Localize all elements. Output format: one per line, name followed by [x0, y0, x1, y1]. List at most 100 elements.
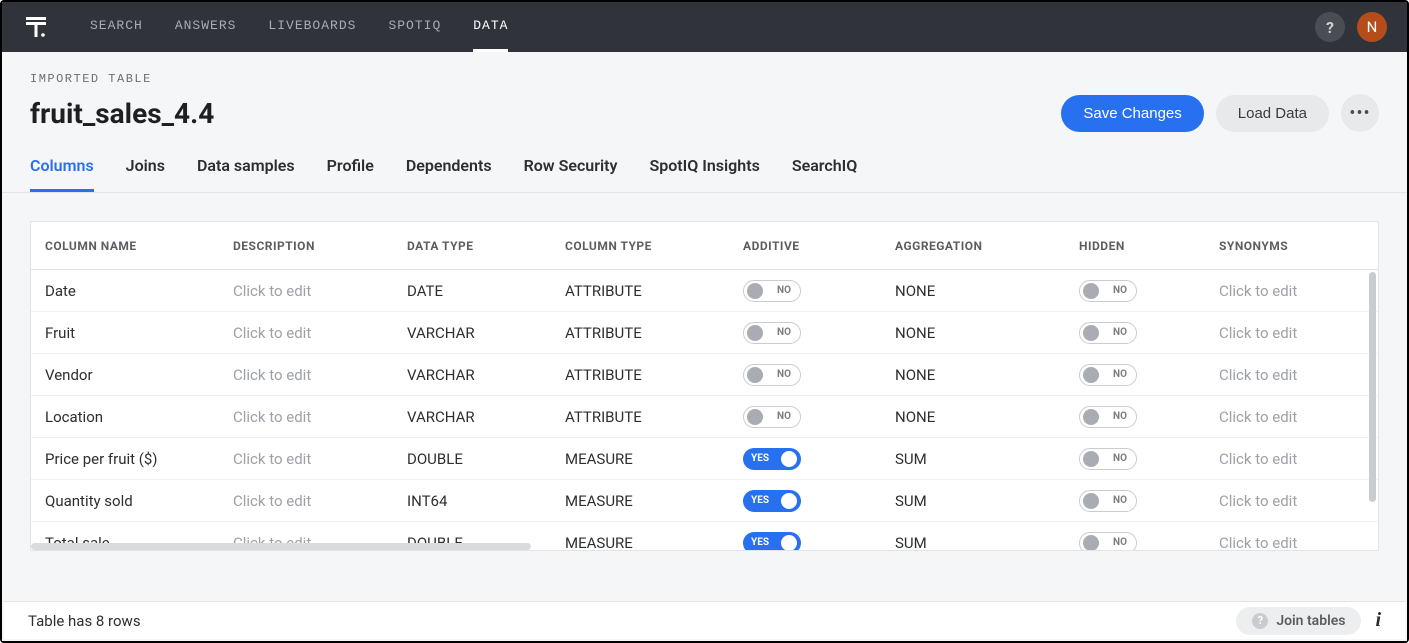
nav-item-answers[interactable]: ANSWERS [175, 2, 237, 52]
toggle-hidden[interactable]: NO [1079, 406, 1137, 428]
cell-data-type[interactable]: VARCHAR [393, 324, 551, 342]
cell-column-type[interactable]: MEASURE [551, 534, 729, 551]
toggle-knob [747, 367, 763, 383]
cell-synonyms[interactable]: Click to edit [1205, 324, 1373, 342]
toggle-additive[interactable]: YES [743, 448, 801, 470]
cell-column-name[interactable]: Vendor [31, 366, 219, 384]
tab-columns[interactable]: Columns [30, 156, 94, 192]
column-header[interactable]: COLUMN TYPE [551, 239, 729, 253]
toggle-label: NO [777, 411, 791, 422]
toggle-label: NO [1113, 411, 1127, 422]
cell-column-name[interactable]: Date [31, 282, 219, 300]
column-header[interactable]: AGGREGATION [881, 239, 1065, 253]
toggle-additive[interactable]: NO [743, 364, 801, 386]
toggle-label: NO [1113, 369, 1127, 380]
toggle-hidden[interactable]: NO [1079, 364, 1137, 386]
cell-aggregation[interactable]: NONE [881, 408, 1065, 426]
nav-item-spotiq[interactable]: SPOTIQ [388, 2, 441, 52]
tab-data-samples[interactable]: Data samples [197, 156, 295, 192]
cell-column-name[interactable]: Quantity sold [31, 492, 219, 510]
toggle-additive[interactable]: NO [743, 280, 801, 302]
toggle-label: YES [751, 495, 769, 506]
logo[interactable] [22, 13, 50, 41]
user-avatar[interactable]: N [1357, 12, 1387, 42]
cell-column-name[interactable]: Location [31, 408, 219, 426]
column-header[interactable]: ADDITIVE [729, 239, 881, 253]
info-icon[interactable]: i [1375, 609, 1381, 632]
vertical-scrollbar[interactable] [1369, 272, 1376, 502]
tab-profile[interactable]: Profile [327, 156, 374, 192]
column-header[interactable]: SYNONYMS [1205, 239, 1373, 253]
cell-aggregation[interactable]: SUM [881, 492, 1065, 510]
nav-item-search[interactable]: SEARCH [90, 2, 143, 52]
tab-dependents[interactable]: Dependents [406, 156, 492, 192]
cell-column-type[interactable]: MEASURE [551, 492, 729, 510]
cell-description[interactable]: Click to edit [219, 450, 393, 468]
cell-synonyms[interactable]: Click to edit [1205, 450, 1373, 468]
cell-aggregation[interactable]: NONE [881, 324, 1065, 342]
column-header[interactable]: DATA TYPE [393, 239, 551, 253]
cell-hidden: NO [1065, 490, 1205, 512]
cell-aggregation[interactable]: NONE [881, 282, 1065, 300]
cell-description[interactable]: Click to edit [219, 324, 393, 342]
cell-description[interactable]: Click to edit [219, 492, 393, 510]
cell-description[interactable]: Click to edit [219, 366, 393, 384]
cell-aggregation[interactable]: NONE [881, 366, 1065, 384]
load-data-button[interactable]: Load Data [1216, 95, 1329, 132]
cell-data-type[interactable]: VARCHAR [393, 366, 551, 384]
help-button[interactable]: ? [1315, 12, 1345, 42]
table-container: COLUMN NAMEDESCRIPTIONDATA TYPECOLUMN TY… [2, 193, 1407, 641]
cell-description[interactable]: Click to edit [219, 408, 393, 426]
cell-aggregation[interactable]: SUM [881, 450, 1065, 468]
toggle-hidden[interactable]: NO [1079, 322, 1137, 344]
join-tables-button[interactable]: ? Join tables [1236, 607, 1361, 635]
toggle-knob [781, 535, 797, 551]
toggle-additive[interactable]: NO [743, 406, 801, 428]
save-changes-button[interactable]: Save Changes [1061, 95, 1203, 132]
toggle-label: NO [777, 327, 791, 338]
cell-data-type[interactable]: DOUBLE [393, 450, 551, 468]
cell-column-type[interactable]: ATTRIBUTE [551, 408, 729, 426]
toggle-additive[interactable]: YES [743, 532, 801, 551]
tab-spotiq-insights[interactable]: SpotIQ Insights [649, 156, 759, 192]
breadcrumb: IMPORTED TABLE [30, 72, 1379, 86]
tab-joins[interactable]: Joins [126, 156, 165, 192]
toggle-hidden[interactable]: NO [1079, 448, 1137, 470]
toggle-knob [781, 493, 797, 509]
cell-column-type[interactable]: ATTRIBUTE [551, 366, 729, 384]
cell-synonyms[interactable]: Click to edit [1205, 534, 1373, 551]
cell-data-type[interactable]: DATE [393, 282, 551, 300]
column-header[interactable]: HIDDEN [1065, 239, 1205, 253]
cell-column-name[interactable]: Price per fruit ($) [31, 450, 219, 468]
tab-row-security[interactable]: Row Security [524, 156, 618, 192]
cell-column-name[interactable]: Fruit [31, 324, 219, 342]
toggle-hidden[interactable]: NO [1079, 490, 1137, 512]
cell-description[interactable]: Click to edit [219, 282, 393, 300]
cell-synonyms[interactable]: Click to edit [1205, 408, 1373, 426]
cell-synonyms[interactable]: Click to edit [1205, 282, 1373, 300]
cell-column-type[interactable]: MEASURE [551, 450, 729, 468]
cell-synonyms[interactable]: Click to edit [1205, 492, 1373, 510]
toggle-knob [1083, 535, 1099, 551]
toggle-hidden[interactable]: NO [1079, 280, 1137, 302]
column-header[interactable]: DESCRIPTION [219, 239, 393, 253]
toggle-additive[interactable]: YES [743, 490, 801, 512]
cell-synonyms[interactable]: Click to edit [1205, 366, 1373, 384]
toggle-additive[interactable]: NO [743, 322, 801, 344]
toggle-label: NO [777, 285, 791, 296]
cell-aggregation[interactable]: SUM [881, 534, 1065, 551]
cell-data-type[interactable]: VARCHAR [393, 408, 551, 426]
column-header[interactable]: COLUMN NAME [31, 239, 219, 253]
cell-additive: NO [729, 364, 881, 386]
join-tables-label: Join tables [1276, 613, 1345, 629]
cell-column-type[interactable]: ATTRIBUTE [551, 324, 729, 342]
cell-data-type[interactable]: INT64 [393, 492, 551, 510]
toggle-hidden[interactable]: NO [1079, 532, 1137, 551]
more-menu-button[interactable]: ••• [1341, 94, 1379, 132]
nav-item-liveboards[interactable]: LIVEBOARDS [268, 2, 356, 52]
nav-item-data[interactable]: DATA [473, 2, 508, 52]
cell-column-type[interactable]: ATTRIBUTE [551, 282, 729, 300]
tab-searchiq[interactable]: SearchIQ [792, 156, 857, 192]
horizontal-scrollbar[interactable] [31, 543, 531, 550]
help-icon: ? [1252, 613, 1268, 629]
